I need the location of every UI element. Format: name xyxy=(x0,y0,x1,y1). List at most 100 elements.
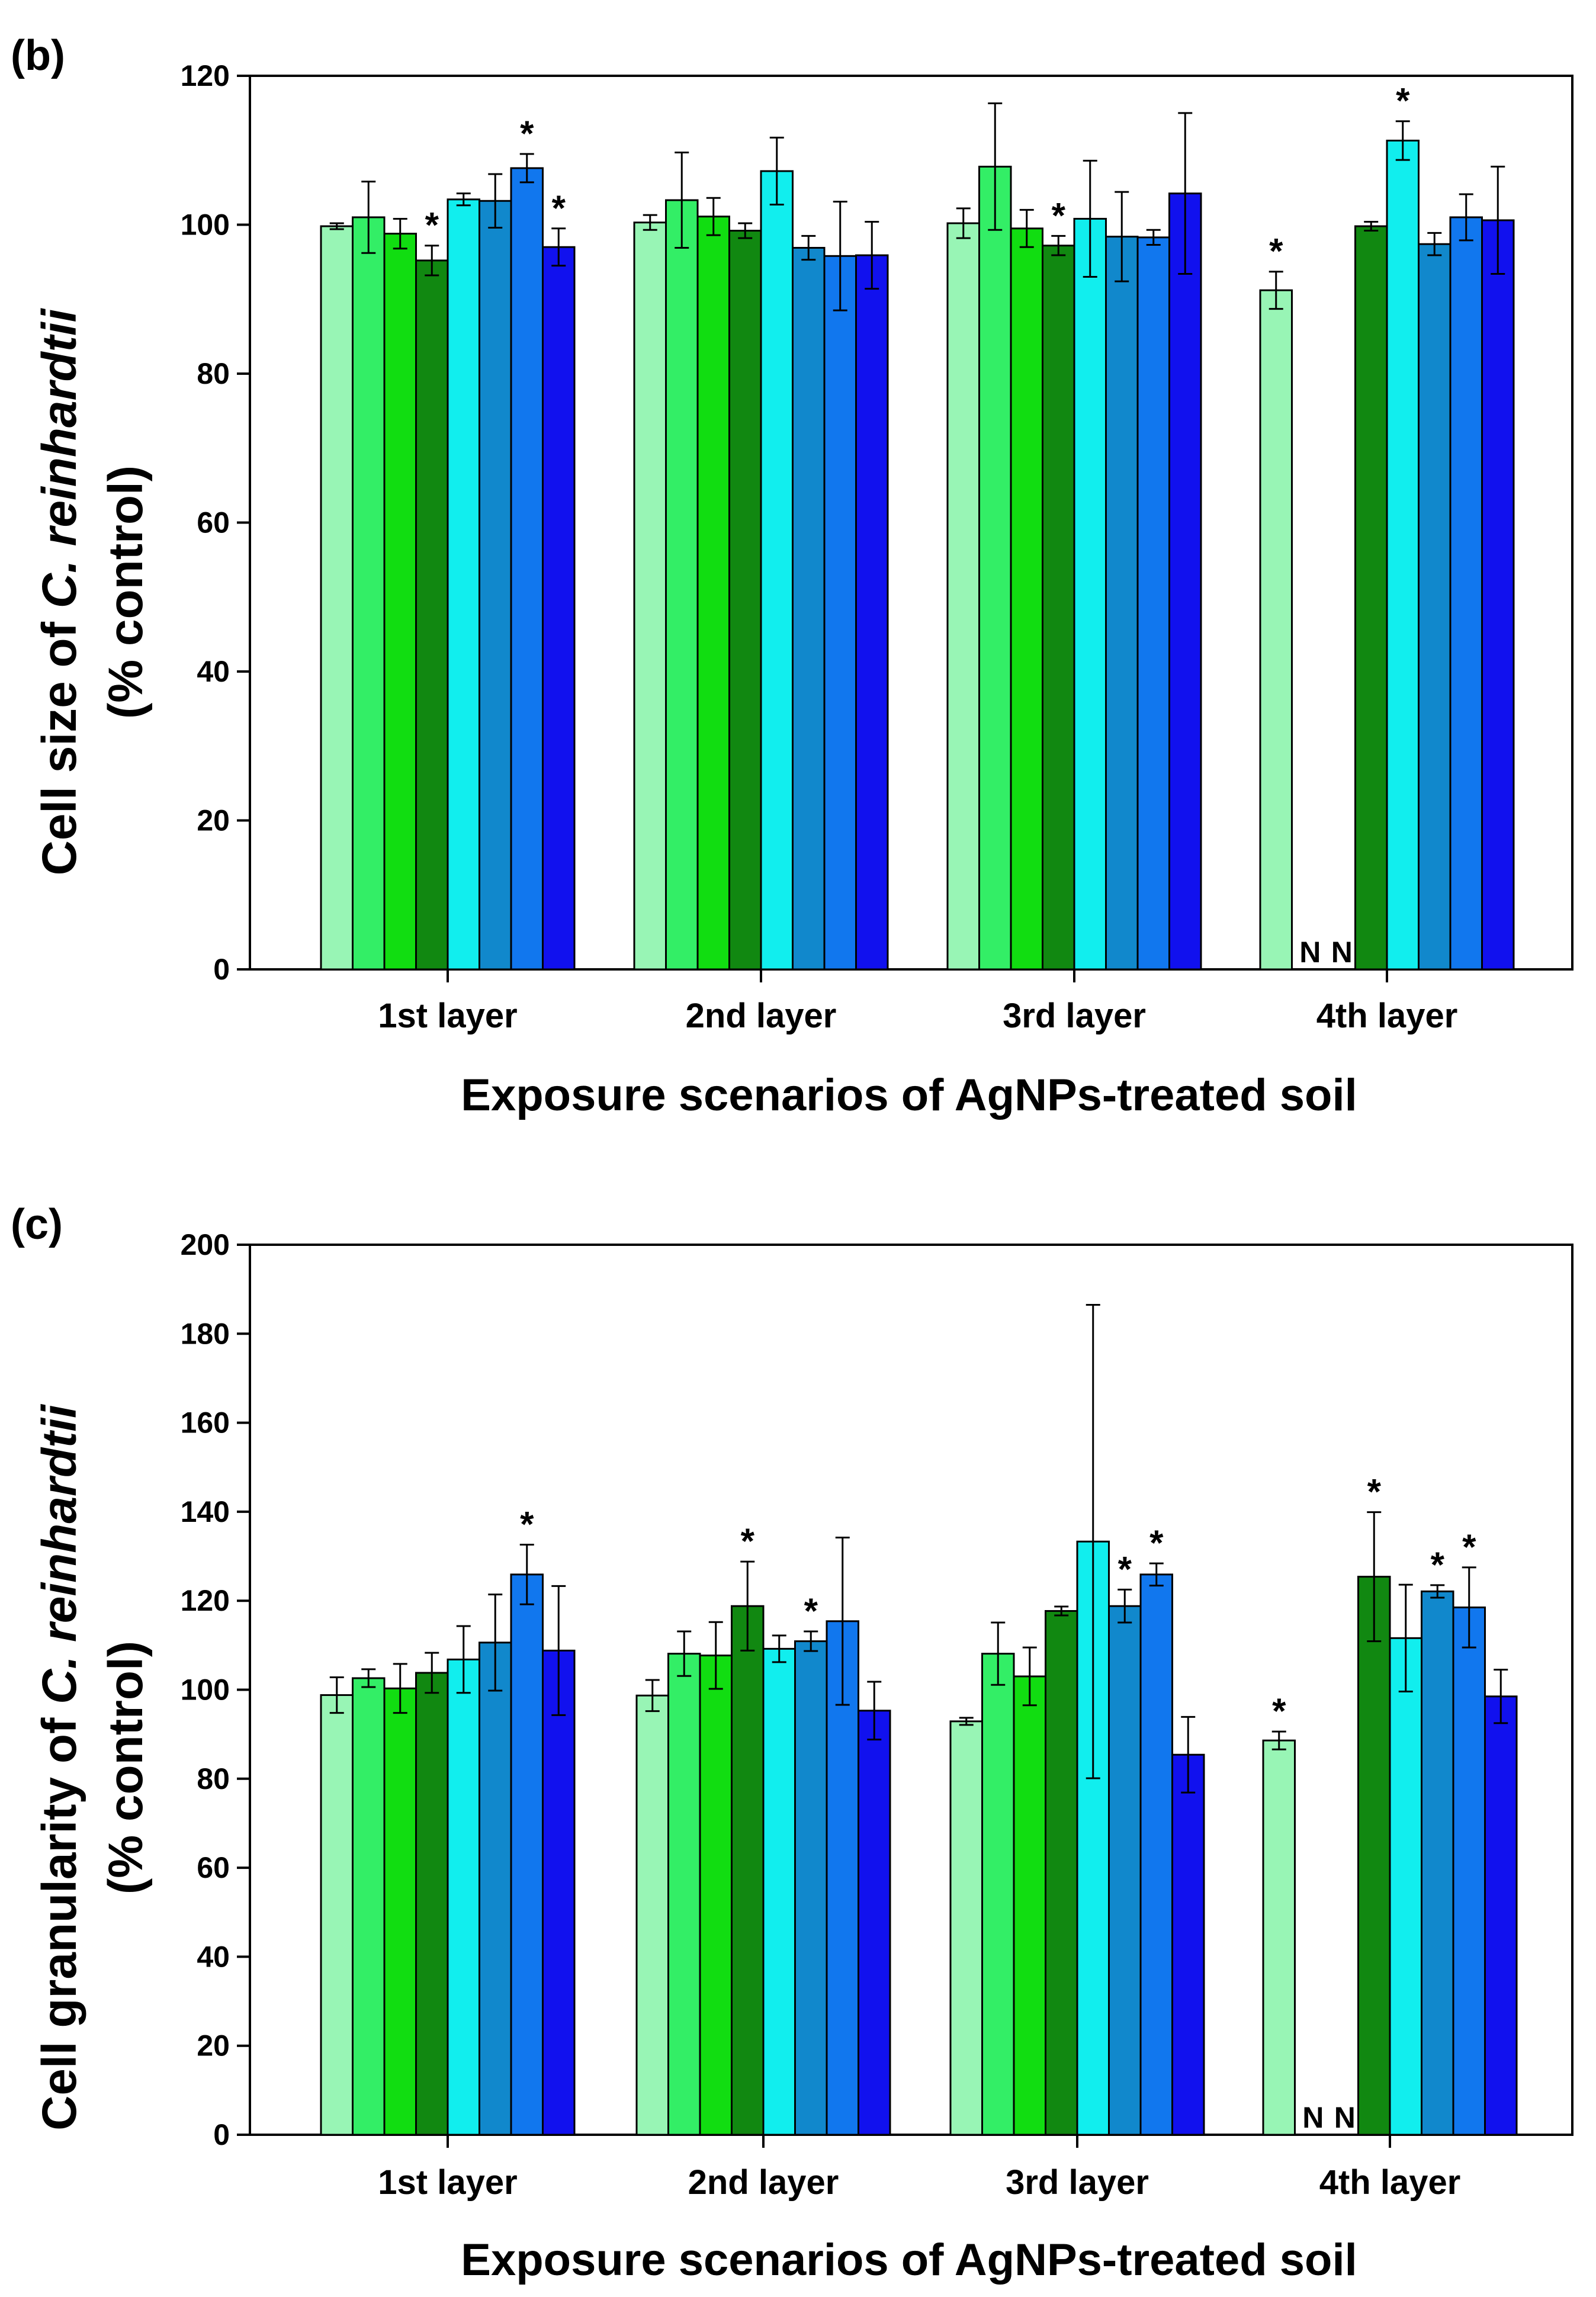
bar xyxy=(633,221,667,971)
significance-marker: * xyxy=(1269,232,1283,271)
bar xyxy=(699,1655,733,2136)
bar xyxy=(635,1694,669,2136)
x-tick-label: 1st layer xyxy=(378,997,517,1035)
bar xyxy=(946,222,980,971)
y-tick-label: 120 xyxy=(181,1584,230,1617)
y-axis-title: Cell size of C. reinhardtii xyxy=(33,307,86,875)
bar xyxy=(1073,217,1107,971)
svg-text:Cell granularity of C. reinhar: Cell granularity of C. reinhardtii xyxy=(33,1403,86,2131)
x-tick-label: 2nd layer xyxy=(686,997,837,1035)
not-detected-label: N xyxy=(1302,2101,1322,2134)
y-axis-title-line2: (% control) xyxy=(99,1641,153,1894)
x-tick-label: 1st layer xyxy=(378,2163,517,2202)
significance-marker: * xyxy=(425,205,439,245)
chart-panel-c: (c) 0 20 40 60 80 100 120 140 160 180 200 1st layer… xyxy=(11,1201,1573,2285)
bar xyxy=(1481,219,1515,971)
x-tick-label: 2nd layer xyxy=(688,2163,839,2202)
panel-label: (b) xyxy=(11,32,65,79)
bar xyxy=(1354,225,1388,971)
bar xyxy=(1262,1739,1296,2136)
bar xyxy=(696,216,730,971)
y-tick-label: 100 xyxy=(181,208,230,242)
bar xyxy=(858,1710,891,2136)
y-axis-unit: (% control) xyxy=(99,465,153,719)
bar xyxy=(762,1647,796,2136)
bar xyxy=(981,1653,1015,2136)
bar xyxy=(1139,1573,1173,2136)
bar xyxy=(792,246,826,971)
y-tick-label: 200 xyxy=(181,1228,230,1261)
bar xyxy=(1171,1753,1205,2136)
bar xyxy=(415,259,449,971)
y-axis-title: Cell granularity of C. reinhardtii xyxy=(33,1403,86,2131)
y-tick-label: 60 xyxy=(197,1851,230,1884)
bar xyxy=(978,165,1012,971)
bar xyxy=(447,1658,480,2136)
bar xyxy=(1168,192,1202,971)
significance-marker: * xyxy=(1367,1472,1382,1512)
bar xyxy=(760,170,794,971)
significance-marker: * xyxy=(804,1591,818,1631)
bar xyxy=(447,198,480,971)
y-tick-label: 100 xyxy=(181,1673,230,1707)
y-axis-title-italic: C. reinhardtii xyxy=(33,1403,86,1704)
bar xyxy=(1421,1590,1454,2136)
bar xyxy=(383,1687,417,2136)
y-tick-label: 40 xyxy=(197,1940,230,1973)
bar xyxy=(542,1649,576,2136)
bar xyxy=(1013,1675,1046,2136)
y-axis-unit: (% control) xyxy=(99,1641,153,1894)
y-tick-label: 180 xyxy=(181,1317,230,1350)
significance-marker: * xyxy=(552,188,566,228)
not-detected-label: N xyxy=(1331,936,1351,969)
y-tick-label: 160 xyxy=(181,1406,230,1440)
significance-marker: * xyxy=(741,1521,755,1561)
significance-marker: * xyxy=(1052,195,1066,235)
y-tick-label: 40 xyxy=(197,655,230,688)
significance-marker: * xyxy=(520,1505,534,1544)
x-tick-label: 3rd layer xyxy=(1006,2163,1149,2202)
bar xyxy=(949,1720,983,2136)
plot-area: 0 20 40 60 80 100 120 140 160 180 200 1st layer * 2nd… xyxy=(181,1228,1573,2202)
y-tick-label: 80 xyxy=(197,1762,230,1795)
x-tick-label: 3rd layer xyxy=(1003,997,1146,1035)
bar xyxy=(1357,1576,1391,2136)
bar xyxy=(731,1605,765,2136)
bar xyxy=(1484,1695,1518,2136)
bar xyxy=(794,1640,828,2136)
bar xyxy=(1386,139,1420,971)
bar xyxy=(479,1641,512,2136)
y-tick-label: 0 xyxy=(213,2118,230,2151)
svg-text:Cell size of C. reinhardtii: Cell size of C. reinhardtii xyxy=(33,307,86,875)
bar xyxy=(826,1620,859,2136)
bar xyxy=(320,225,354,971)
significance-marker: * xyxy=(1149,1523,1164,1563)
significance-marker: * xyxy=(1396,81,1410,121)
bar xyxy=(1108,1605,1142,2136)
y-tick-label: 120 xyxy=(181,59,230,92)
bar xyxy=(1010,227,1043,971)
y-tick-label: 0 xyxy=(213,953,230,986)
bar xyxy=(855,254,889,971)
y-tick-label: 140 xyxy=(181,1495,230,1528)
x-axis-title: Exposure scenarios of AgNPs-treated soil xyxy=(461,1070,1357,1120)
bar xyxy=(1136,236,1170,971)
bar xyxy=(1449,216,1483,971)
bar xyxy=(728,230,762,971)
bar xyxy=(1452,1606,1486,2136)
significance-marker: * xyxy=(1431,1545,1445,1585)
not-detected-label: N xyxy=(1334,2101,1354,2134)
bar xyxy=(415,1672,449,2136)
plot-area: 0 20 40 60 80 100 120 1st layer * * * 2nd layer 3rd … xyxy=(181,59,1573,1035)
bar xyxy=(1105,236,1139,971)
x-axis-title: Exposure scenarios of AgNPs-treated soil xyxy=(461,2235,1357,2285)
bar xyxy=(352,1677,386,2136)
y-tick-label: 60 xyxy=(197,506,230,539)
y-tick-label: 20 xyxy=(197,804,230,837)
y-axis-title-line2: (% control) xyxy=(99,465,153,719)
bar xyxy=(1042,245,1075,971)
x-tick-label: 4th layer xyxy=(1316,997,1458,1035)
significance-marker: * xyxy=(1462,1527,1476,1567)
bar xyxy=(510,167,544,971)
